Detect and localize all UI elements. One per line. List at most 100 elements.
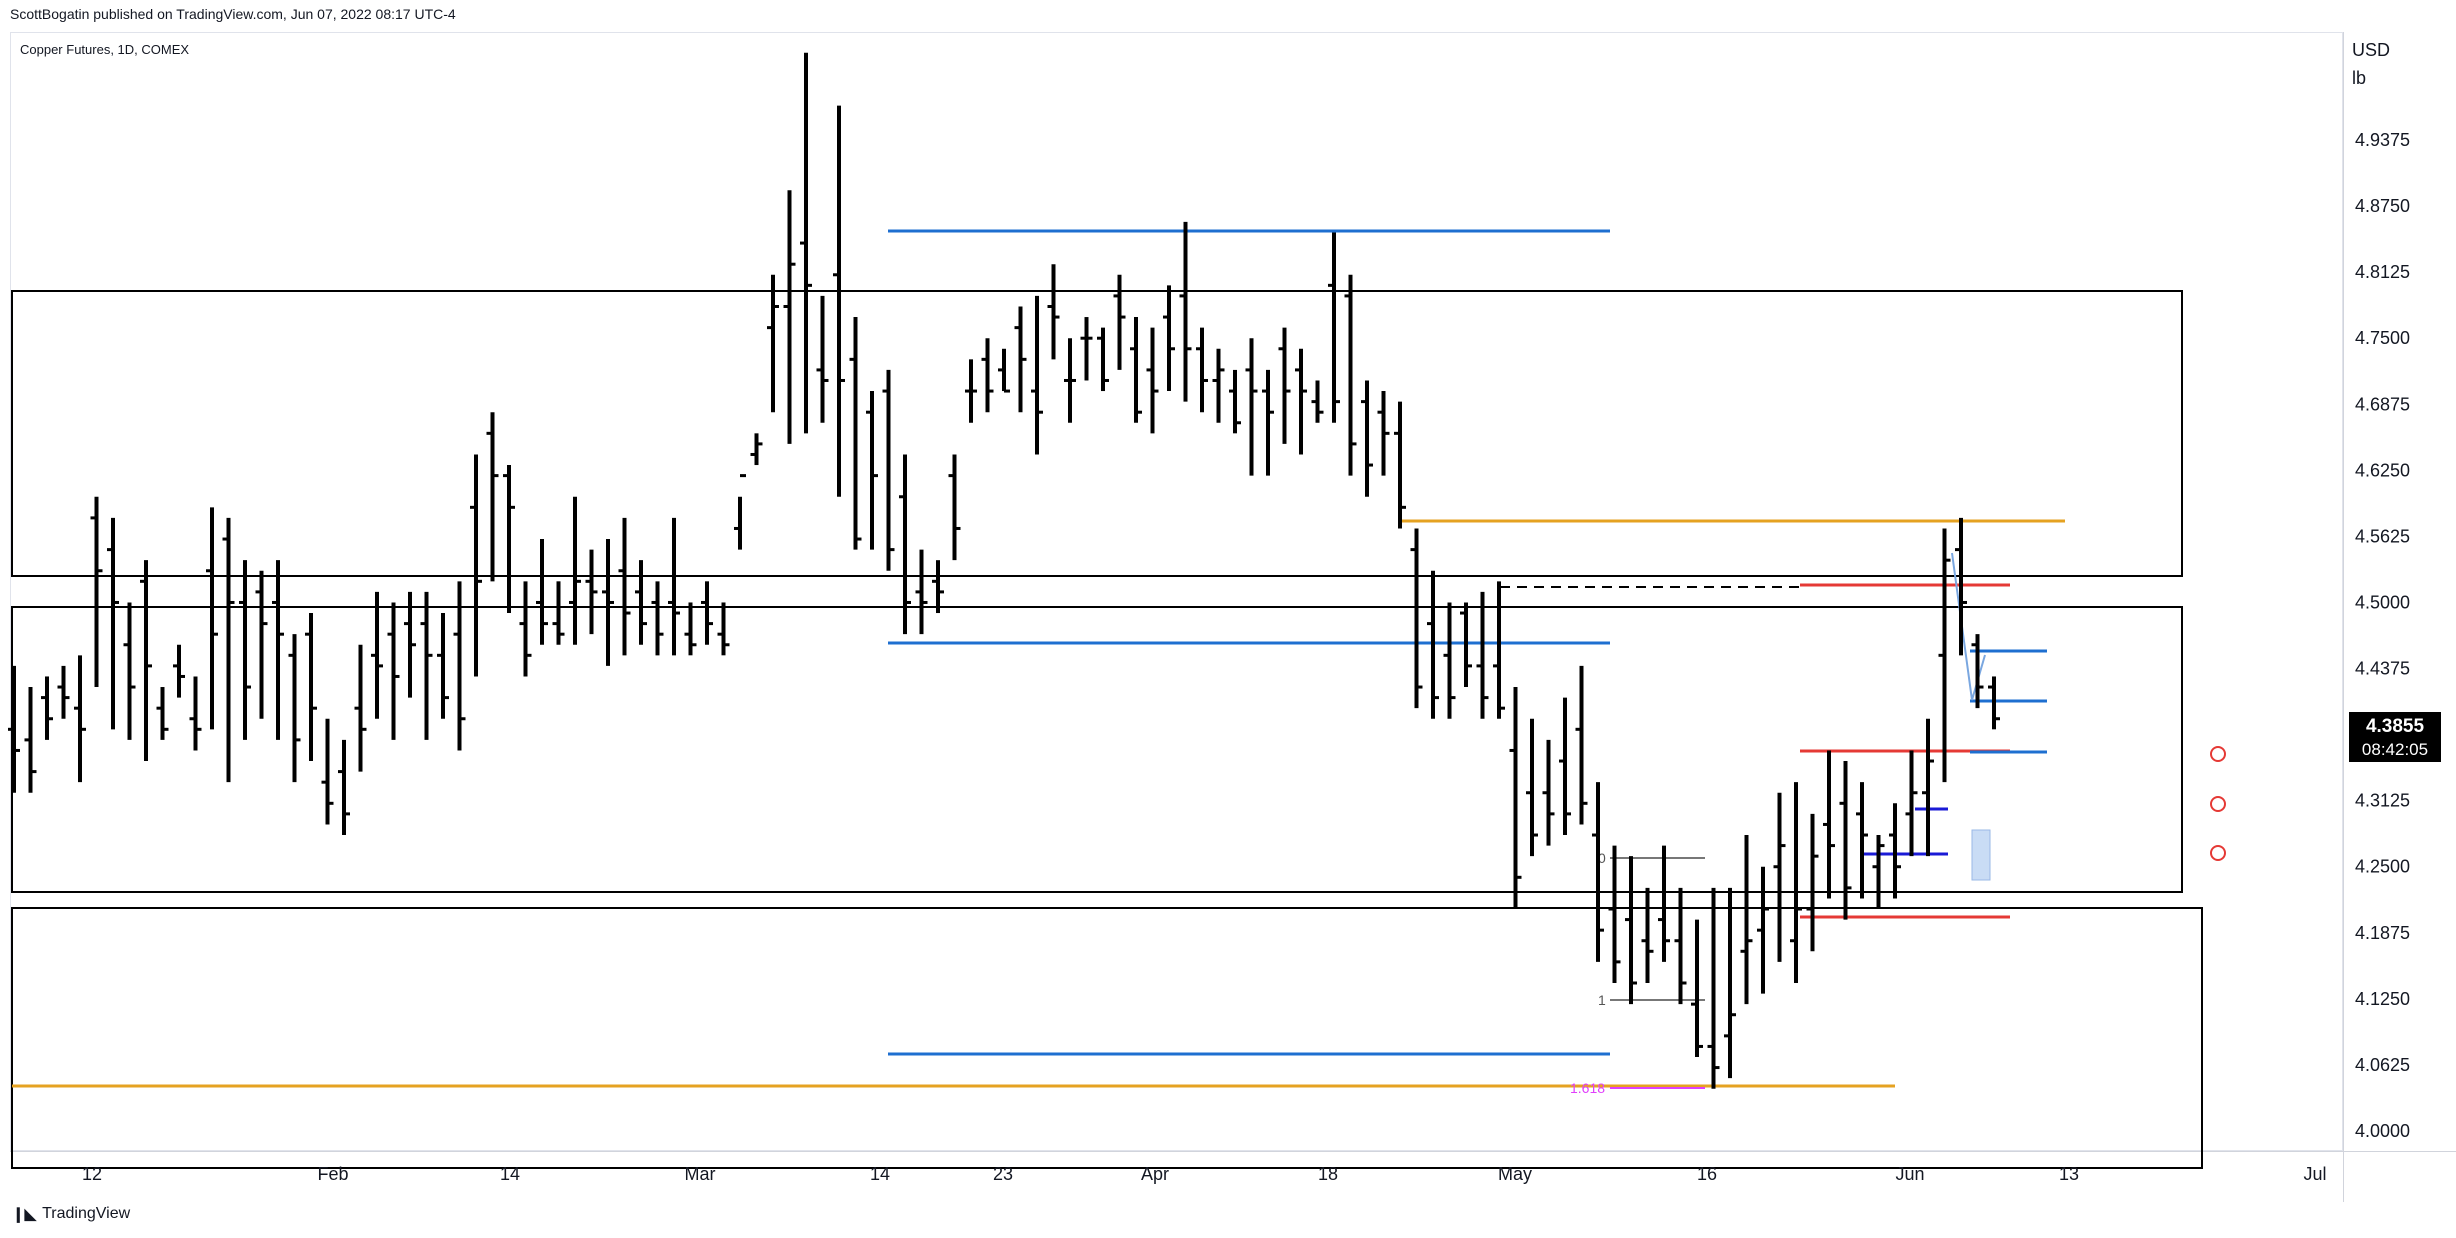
ohlc-bar[interactable] [1179,221,1192,402]
ohlc-bar[interactable] [173,644,185,698]
ohlc-bar[interactable] [882,369,895,571]
ohlc-bar[interactable] [371,591,383,719]
ohlc-bar[interactable] [1311,380,1324,423]
ohlc-bar[interactable] [90,496,103,688]
ohlc-bar[interactable] [420,591,433,740]
ohlc-bar[interactable] [965,359,977,423]
ohlc-bar[interactable] [1080,317,1093,381]
plot-area[interactable] [10,32,2343,1151]
ohlc-bars[interactable] [8,52,2000,1089]
ohlc-bar[interactable] [1212,348,1225,423]
ohlc-bar[interactable] [123,602,136,740]
ohlc-bar[interactable] [635,560,647,645]
ohlc-bar[interactable] [1443,602,1456,719]
ohlc-bar[interactable] [734,474,746,550]
ohlc-bar[interactable] [1922,718,1934,857]
ohlc-bar[interactable] [668,517,680,656]
ohlc-bar[interactable] [1757,866,1769,994]
ohlc-bar[interactable] [1493,581,1505,719]
ohlc-bar[interactable] [1427,570,1439,719]
ohlc-bar[interactable] [321,718,334,825]
ohlc-bar[interactable] [569,496,581,645]
ohlc-bar[interactable] [1971,634,1984,709]
ohlc-bar[interactable] [222,517,235,783]
ohlc-bar[interactable] [833,105,845,497]
trend-path[interactable] [1951,552,1986,701]
ohlc-bar[interactable] [1707,887,1720,1089]
ohlc-bar[interactable] [1542,739,1555,846]
ohlc-bar[interactable] [305,613,317,762]
ohlc-bar[interactable] [41,676,53,740]
ohlc-bar[interactable] [585,549,598,635]
ohlc-bar[interactable] [866,391,878,550]
ohlc-bar[interactable] [701,581,713,645]
ohlc-bar[interactable] [783,190,796,444]
ohlc-bar[interactable] [684,602,697,656]
ohlc-bar[interactable] [1559,697,1571,836]
price-axis[interactable]: 4.9375 4.8750 4.8125 4.7500 4.6875 4.6250 4.56… [2355,130,2410,1141]
time-axis[interactable]: 12 Feb 14 Mar 14 23 Apr 18 May 16 Jun 13 Jul [82,1164,2327,1184]
ohlc-bar[interactable] [1377,391,1390,476]
footer-branding[interactable]: ❙◣ TradingView [12,1205,130,1223]
ohlc-bar[interactable] [767,274,779,413]
ohlc-bar[interactable] [915,549,928,635]
ohlc-bar[interactable] [1361,380,1373,497]
ohlc-bar[interactable] [8,665,20,793]
zone-rect-lower[interactable] [11,907,2203,1169]
zone-rect-upper[interactable] [11,290,2183,577]
ohlc-bar[interactable] [1229,369,1241,434]
ohlc-bar[interactable] [1839,761,1852,920]
ohlc-bar[interactable] [1856,782,1868,899]
ohlc-bar[interactable] [470,454,482,677]
ohlc-bar[interactable] [404,591,416,698]
projection-box[interactable] [1971,829,1991,881]
ohlc-bar[interactable] [800,52,812,434]
ohlc-bar[interactable] [156,687,169,740]
ohlc-bar[interactable] [503,465,515,614]
ohlc-bar[interactable] [1344,274,1357,476]
ohlc-bar[interactable] [1278,327,1291,444]
ohlc-bar[interactable] [255,570,268,719]
ohlc-bar[interactable] [354,644,367,772]
ohlc-bar[interactable] [288,634,301,783]
ohlc-bar[interactable] [1658,845,1670,962]
ohlc-bar[interactable] [1592,782,1604,962]
ohlc-bar[interactable] [1790,782,1802,984]
ohlc-bar[interactable] [1641,887,1654,984]
ohlc-bar[interactable] [1889,803,1901,899]
ohlc-bar[interactable] [338,739,350,836]
alert-circle-2[interactable] [2210,796,2226,812]
ohlc-bar[interactable] [1509,687,1522,910]
ohlc-bar[interactable] [1575,665,1588,825]
ohlc-bar[interactable] [1130,317,1142,423]
ohlc-bar[interactable] [1674,887,1687,1005]
ohlc-bar[interactable] [1806,813,1819,952]
ohlc-bar[interactable] [1196,327,1208,413]
alert-circle-3[interactable] [2210,845,2226,861]
ohlc-bar[interactable] [1460,602,1472,688]
ohlc-bar[interactable] [552,581,565,645]
ohlc-bar[interactable] [816,295,829,423]
ohlc-bar[interactable] [107,517,119,730]
ohlc-bar[interactable] [1691,919,1703,1058]
ohlc-bar[interactable] [1394,401,1406,529]
ohlc-bar[interactable] [437,613,449,719]
alert-circle-1[interactable] [2210,746,2226,762]
ohlc-bar[interactable] [1955,517,1967,656]
ohlc-bar[interactable] [651,581,664,656]
ohlc-bar[interactable] [1410,528,1423,709]
ohlc-bar[interactable] [1526,718,1538,857]
ohlc-bar[interactable] [206,507,218,730]
ohlc-bar[interactable] [189,676,202,751]
ohlc-bar[interactable] [1245,338,1258,476]
ohlc-bar[interactable] [140,560,152,762]
ohlc-bar[interactable] [899,454,911,635]
ohlc-bar[interactable] [717,602,730,656]
ohlc-bar[interactable] [981,338,994,413]
ohlc-bar[interactable] [1905,750,1918,857]
ohlc-bar[interactable] [1625,856,1637,1005]
ohlc-bar[interactable] [618,517,631,656]
ohlc-bar[interactable] [1872,835,1885,910]
ohlc-bar[interactable] [750,433,763,466]
